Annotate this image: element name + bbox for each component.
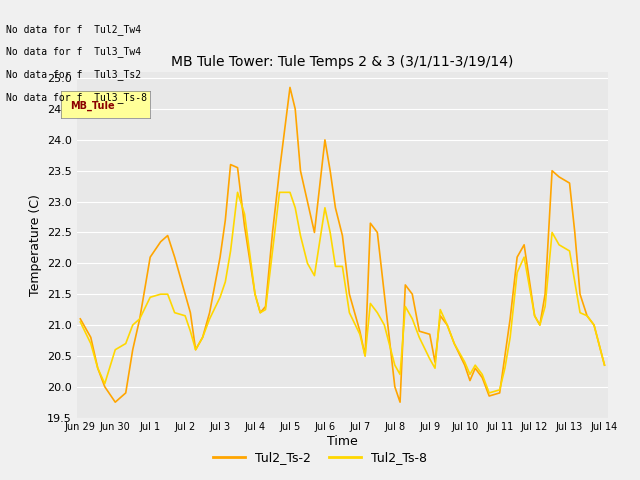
Tul2_Ts-2 — [541, 291, 549, 297]
Y-axis label: Temperature (C): Temperature (C) — [29, 194, 42, 296]
Tul2_Ts-2 — [361, 353, 369, 359]
Text: No data for f  Tul3_Tw4: No data for f Tul3_Tw4 — [6, 47, 141, 58]
Line: Tul2_Ts-2: Tul2_Ts-2 — [80, 87, 605, 402]
Tul2_Ts-8 — [76, 319, 84, 325]
Tul2_Ts-8 — [356, 331, 364, 337]
Tul2_Ts-8 — [206, 316, 214, 322]
Text: No data for f  Tul2_Tw4: No data for f Tul2_Tw4 — [6, 24, 141, 35]
Tul2_Ts-2 — [286, 84, 294, 90]
Tul2_Ts-8 — [234, 190, 241, 195]
Text: No data for f  Tul3_Ts2: No data for f Tul3_Ts2 — [6, 69, 141, 80]
Text: No data for f  Tul3_Ts-8: No data for f Tul3_Ts-8 — [6, 92, 147, 103]
Tul2_Ts-2 — [601, 362, 609, 368]
Tul2_Ts-8 — [541, 304, 549, 310]
Tul2_Ts-8 — [269, 248, 276, 254]
Tul2_Ts-2 — [531, 313, 538, 319]
Tul2_Ts-2 — [269, 229, 276, 235]
Tul2_Ts-2 — [111, 399, 119, 405]
Tul2_Ts-2 — [566, 180, 573, 186]
Tul2_Ts-2 — [76, 316, 84, 322]
Tul2_Ts-8 — [566, 248, 573, 254]
Line: Tul2_Ts-8: Tul2_Ts-8 — [80, 192, 605, 393]
Tul2_Ts-8 — [485, 390, 493, 396]
X-axis label: Time: Time — [327, 435, 358, 448]
Tul2_Ts-2 — [216, 254, 224, 260]
Title: MB Tule Tower: Tule Temps 2 & 3 (3/1/11-3/19/14): MB Tule Tower: Tule Temps 2 & 3 (3/1/11-… — [172, 56, 513, 70]
Tul2_Ts-8 — [531, 313, 538, 319]
Text: MB_Tule: MB_Tule — [70, 101, 115, 111]
Legend: Tul2_Ts-2, Tul2_Ts-8: Tul2_Ts-2, Tul2_Ts-8 — [209, 446, 431, 469]
Tul2_Ts-8 — [601, 362, 609, 368]
